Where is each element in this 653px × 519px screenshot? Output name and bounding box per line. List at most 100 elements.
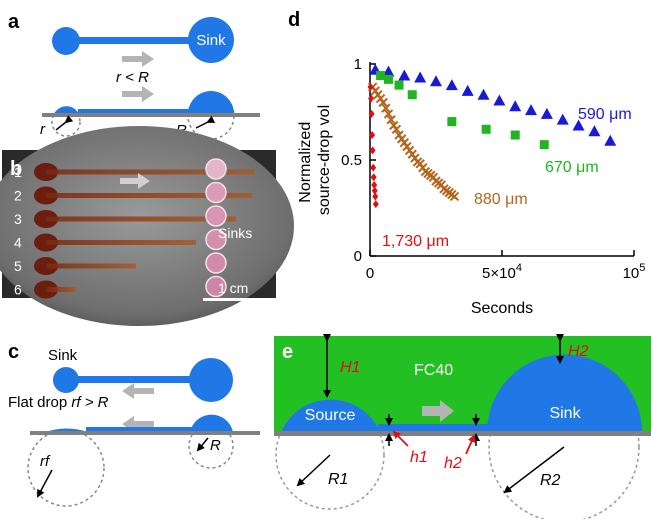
sinks-label: Sinks — [218, 225, 252, 241]
sink-label-e: Sink — [549, 405, 581, 422]
data-point-triangle — [540, 107, 553, 119]
chart-marks — [367, 63, 617, 209]
source-label: Source — [305, 407, 356, 424]
small-radius-label: r — [40, 121, 46, 138]
R2-arrow — [503, 446, 565, 494]
h2-label: h2 — [444, 455, 462, 472]
flat-radius-label: rf — [40, 453, 51, 470]
data-point-diamond — [367, 83, 374, 92]
data-point-triangle — [430, 75, 442, 87]
panel-e-label: e — [282, 341, 293, 363]
sink-label: Sink — [196, 32, 226, 49]
flat-radius-circle — [27, 429, 105, 507]
data-point-cross — [449, 191, 460, 202]
sink-label-c: Sink — [48, 347, 78, 364]
big-radius-arrow — [195, 115, 216, 129]
x-tick-label: 105 — [623, 262, 646, 282]
flow-arrow-left-icon — [122, 383, 154, 399]
y-tick-label: 0.5 — [341, 152, 362, 169]
data-point-triangle — [572, 119, 585, 131]
y-tick-label: 0 — [354, 248, 362, 265]
scale-bar-label: 1 cm — [218, 280, 248, 296]
y-tick-label: 1 — [354, 56, 362, 73]
sink-drop-photo — [205, 275, 227, 298]
sink-drop-photo — [205, 252, 227, 274]
data-point-triangle — [493, 94, 506, 106]
substrate — [30, 431, 260, 435]
data-point-diamond — [371, 186, 378, 195]
flat-drop-label: Flat drop rf > R — [8, 394, 109, 411]
condition-label: r < R — [116, 69, 149, 86]
data-point-triangle — [509, 100, 522, 112]
data-point-diamond — [372, 192, 379, 201]
data-point-triangle — [461, 84, 474, 96]
big-radius-arrow — [196, 437, 209, 452]
series-label: 1,730 μm — [382, 233, 449, 250]
data-point-square — [376, 71, 386, 81]
channel — [66, 37, 206, 44]
flat-radius-arrow — [37, 469, 53, 498]
big-radius-label: R — [210, 437, 221, 454]
sink-drop-side — [487, 354, 642, 432]
data-point-diamond — [370, 173, 377, 182]
data-point-square — [481, 124, 491, 134]
sink-drop-side — [190, 414, 233, 432]
x-tick-label: 5×104 — [482, 262, 522, 282]
R1-arrow — [296, 454, 331, 487]
channel — [66, 376, 206, 383]
row-number: 2 — [14, 188, 22, 204]
panel-a-label: a — [8, 11, 20, 33]
data-point-diamond — [369, 131, 376, 140]
data-point-cross — [386, 114, 396, 125]
sink-drop-photo — [205, 205, 227, 227]
h1-label: h1 — [410, 449, 428, 466]
flow-arrow-icon — [422, 400, 454, 422]
source-drop-side — [54, 106, 79, 114]
photo-rows: 1 2 3 4 5 6 — [14, 158, 254, 299]
data-point-diamond — [368, 94, 375, 103]
sink-drop-photo — [205, 228, 227, 251]
panel-a: a Sink r < R r R — [8, 11, 260, 140]
channel-streak — [46, 216, 236, 222]
sink-drop — [189, 358, 233, 402]
x-tick-label: 0 — [366, 265, 374, 282]
series-label: 670 μm — [545, 159, 599, 176]
substrate — [42, 113, 260, 117]
data-point-triangle — [398, 69, 411, 81]
data-point-diamond — [372, 200, 379, 209]
R1-label: R1 — [328, 471, 348, 488]
flow-arrow-icon — [120, 173, 150, 189]
channel-side — [78, 109, 190, 114]
data-point-square — [539, 140, 549, 150]
medium-label: FC40 — [414, 362, 453, 379]
series-label: 880 μm — [474, 191, 528, 208]
sink-drop-photo — [205, 181, 227, 204]
channel-side — [86, 427, 192, 432]
channel-side — [378, 424, 490, 432]
sink-drop-photo — [205, 158, 227, 180]
sink-drop-side — [188, 91, 234, 114]
data-point-cross — [383, 109, 394, 119]
data-point-cross — [381, 103, 391, 113]
scale-bar — [203, 298, 263, 301]
panel-d-label: d — [288, 9, 300, 31]
H2-label: H2 — [568, 343, 589, 360]
channel-streak — [46, 169, 254, 175]
row-number: 4 — [14, 235, 22, 251]
R2-label: R2 — [540, 472, 561, 489]
data-point-cross — [378, 97, 388, 108]
data-point-diamond — [371, 180, 378, 189]
series-label: 590 μm — [578, 106, 632, 123]
data-point-triangle — [382, 65, 395, 77]
panel-b: b 1 2 3 4 5 6 Sinks 1 cm — [0, 126, 294, 326]
data-point-triangle — [414, 71, 427, 83]
panel-b-label: b — [10, 158, 22, 180]
data-point-diamond — [370, 163, 377, 172]
chart: 0 0.5 1 0 5×104 105 Normalized source-drop vo… — [297, 56, 645, 317]
data-point-cross — [391, 124, 402, 134]
panel-d: d 0 0.5 1 0 5×104 105 Normalized source-drop … — [288, 9, 645, 317]
flat-drop-condition: rf > R — [71, 394, 108, 411]
channel-streak — [46, 287, 76, 292]
data-point-triangle — [525, 104, 538, 116]
data-point-triangle — [604, 134, 617, 146]
